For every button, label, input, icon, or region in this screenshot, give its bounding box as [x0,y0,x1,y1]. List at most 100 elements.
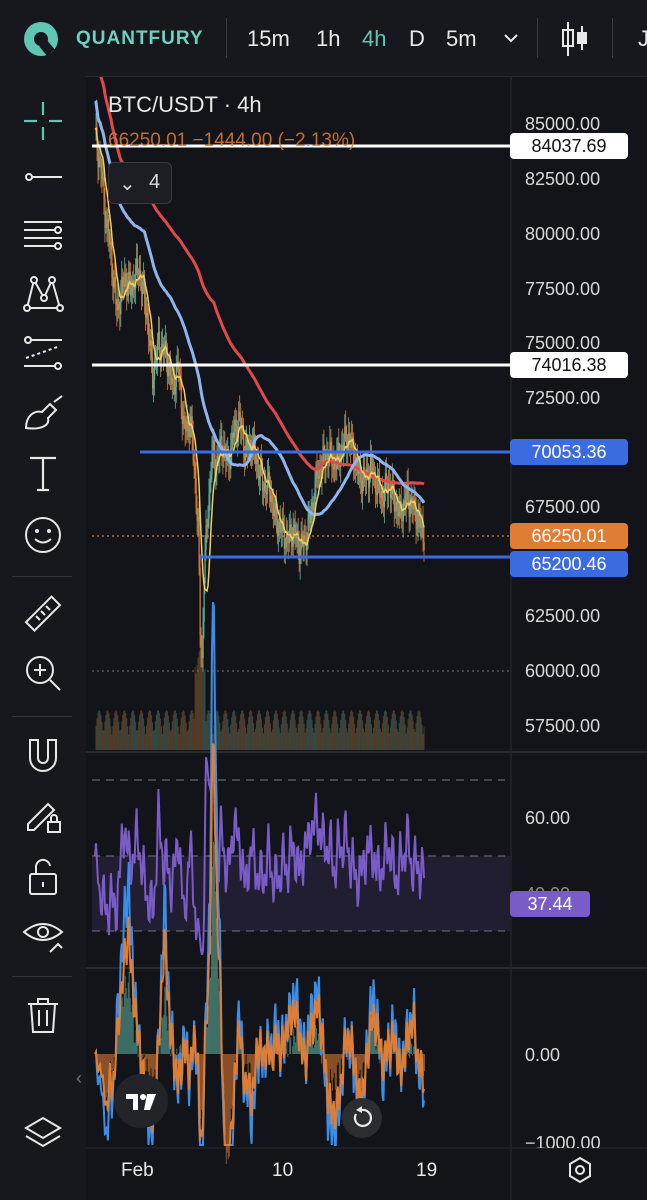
volume-bar [158,712,160,750]
candle-body [236,426,238,442]
volume-bar [159,718,161,750]
volume-bar [241,710,243,750]
volume-bar [172,714,174,750]
macd-histogram-bar [290,1037,292,1054]
timeframe-4h[interactable]: 4h [362,26,387,51]
candle-body [259,475,261,481]
magnet-icon[interactable] [22,734,64,776]
text-icon[interactable] [22,452,64,494]
macd-histogram-bar [121,997,123,1054]
volume-bar [232,712,234,750]
candle-body [125,273,127,280]
volume-bar [374,713,376,750]
level-tag-65200[interactable]: 65200.46 [510,551,628,577]
volume-bar [300,710,302,750]
settings-icon[interactable] [566,1156,594,1184]
level-tag-74016[interactable]: 74016.38 [510,352,628,378]
volume-bar [370,724,372,750]
volume-bar [281,716,283,750]
macd-histogram-bar [206,1027,208,1054]
zoom-in-icon[interactable] [22,652,64,694]
candle-body [379,493,382,498]
volume-bar [249,711,251,750]
pattern-icon[interactable] [22,272,64,314]
macd-histogram-bar [97,1054,99,1073]
macd-histogram-bar [410,1041,412,1054]
volume-bar [218,715,220,750]
volume-bar [361,713,363,750]
candle-body [408,500,410,517]
volume-bar [182,710,184,750]
volume-bar [375,710,377,750]
volume-bar [189,714,191,750]
volume-bar [110,726,112,750]
candle-body [119,308,121,315]
crosshair-icon[interactable] [22,100,64,142]
volume-bar [320,723,322,750]
volume-bar [384,710,386,750]
tradingview-logo[interactable] [114,1074,168,1128]
macd-histogram-bar [110,1054,112,1071]
timeframe-5m[interactable]: 5m [446,26,477,51]
indicators-toggle[interactable]: ⌄ 4 [108,162,172,204]
volume-bar [260,719,262,750]
volume-bar [411,714,413,750]
volume-bar [175,712,177,750]
volume-bar [233,710,235,750]
candle-body [352,436,354,441]
volume-bar [280,724,282,750]
volume-bar [376,710,378,750]
volume-bar [206,714,208,750]
candle-body [289,524,291,530]
emoji-icon[interactable] [22,514,64,556]
candlestick-type-icon[interactable] [560,20,590,58]
chevron-down-icon: ⌄ [119,173,136,195]
layers-icon[interactable] [22,1114,64,1156]
volume-bar [128,734,130,750]
candle-body [118,299,120,309]
volume-bar [171,721,173,750]
chevron-down-icon[interactable] [503,32,519,44]
volume-bar [420,717,422,750]
volume-bar [135,722,137,750]
macd-histogram-bar [225,1054,227,1164]
candle-body [114,277,116,284]
volume-bar [348,723,350,750]
timeframe-d[interactable]: D [409,26,425,51]
macd-histogram-bar [214,891,216,1054]
volume-bar [109,718,111,750]
volume-bar [367,711,369,750]
candle-body [361,482,363,494]
ruler-icon[interactable] [22,594,64,636]
level-tag-84037[interactable]: 84037.69 [510,133,628,159]
candle-body [111,249,113,278]
collapse-toolbar-icon[interactable]: ‹ [76,1068,82,1088]
volume-bar [303,723,305,750]
volume-bar [169,731,171,750]
fib-icon[interactable] [22,214,64,256]
candle-body [156,340,159,360]
unlock-icon[interactable] [22,856,64,898]
reset-chart-button[interactable] [342,1098,382,1138]
volume-bar [226,713,228,750]
brush-icon[interactable] [22,392,64,434]
macd-histogram-bar [138,1047,140,1054]
volume-bar [401,710,403,750]
candle-body [283,526,285,549]
volume-bar [359,710,361,750]
macd-histogram-bar [377,1033,379,1054]
macd-histogram-bar [318,1027,320,1054]
volume-bar [421,724,423,750]
macd-histogram-bar [119,1019,121,1054]
timeframe-1h[interactable]: 1h [316,26,341,51]
prediction-icon[interactable] [22,332,64,374]
trash-icon[interactable] [22,994,64,1036]
macd-histogram-bar [209,977,211,1054]
trendline-icon[interactable] [22,156,64,198]
level-tag-70053[interactable]: 70053.36 [510,439,628,465]
lock-drawing-icon[interactable] [22,794,64,836]
timeframe-15m[interactable]: 15m [247,26,290,51]
eye-icon[interactable] [22,914,64,956]
price-axis-label: 57500.00 [525,716,601,736]
